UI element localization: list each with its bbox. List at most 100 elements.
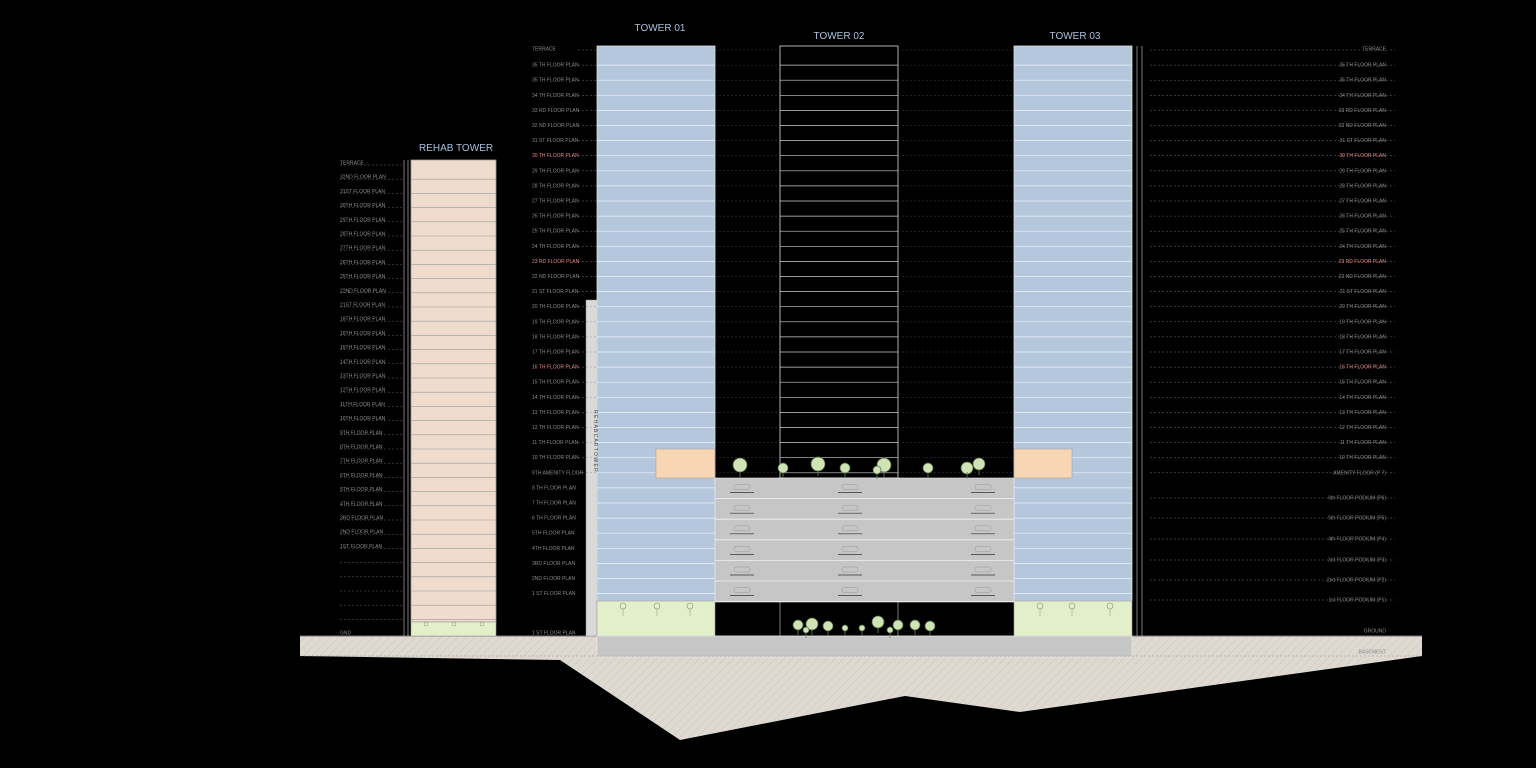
level-label-left: 29 TH FLOOR PLAN	[532, 168, 579, 174]
car-icon	[841, 504, 859, 511]
rehab-level-label: 8TH FLOOR PLAN	[340, 445, 383, 451]
tree-icon	[858, 624, 866, 632]
tower-03-title: TOWER 03	[1050, 31, 1101, 42]
car-icon	[733, 587, 751, 593]
level-label-left: 20 TH FLOOR PLAN	[532, 304, 579, 310]
rehab-level-label: TERRACE	[340, 161, 365, 167]
level-label-right: 21 ST FLOOR PLAN	[1340, 289, 1387, 295]
level-label-right: 15 TH FLOOR PLAN	[1339, 380, 1386, 386]
level-label-left: 1 ST FLOOR PLAN	[532, 591, 576, 597]
rehab-level-label: 21ST FLOOR PLAN	[340, 303, 385, 309]
level-label-left: 17 TH FLOOR PLAN	[532, 350, 579, 356]
rehab-level-label: 4TH FLOOR PLAN	[340, 501, 383, 507]
tower-02	[779, 45, 899, 479]
level-label-left: 12 TH FLOOR PLAN	[532, 425, 579, 431]
rehab-floor-lines	[411, 178, 496, 620]
tree-icon	[892, 619, 904, 631]
tree-icon	[972, 457, 986, 471]
basement	[596, 635, 1133, 658]
level-label-right: TERRACE	[1362, 47, 1387, 53]
rehab-level-label: 13TH FLOOR PLAN	[340, 374, 386, 380]
car-icon	[733, 484, 751, 490]
level-label-left: 4TH FLOOR PLAN	[532, 546, 575, 552]
rehab-level-label: 25TH FLOOR PLAN	[340, 274, 386, 280]
car-icon	[974, 546, 992, 552]
rehab-level-label: 18TH FLOOR PLAN	[340, 317, 386, 323]
level-label-left: 5TH FLOOR PLAN	[532, 531, 575, 537]
level-label-right: 34 TH FLOOR PLAN	[1339, 93, 1386, 99]
rehab-level-label: 6TH FLOOR PLAN	[340, 473, 383, 479]
level-label-left: 26 TH FLOOR PLAN	[532, 214, 579, 220]
rehab-level-label: 26TH FLOOR PLAN	[340, 260, 386, 266]
rehab-level-label: 7TH FLOOR PLAN	[340, 459, 383, 465]
level-label-right: 35 TH FLOOR PLAN	[1339, 78, 1386, 84]
level-label-right: 2nd FLOOR PODIUM (P2)	[1327, 578, 1387, 584]
tower-03-landscape	[1013, 600, 1133, 637]
tree-icon	[732, 457, 748, 473]
tree-icon	[871, 615, 885, 629]
rehab-level-label: 29TH FLOOR PLAN	[340, 217, 386, 223]
level-label-left: 19 TH FLOOR PLAN	[532, 319, 579, 325]
level-label-left: 1 ST FLOOR PLAN	[532, 631, 576, 637]
left-level-labels: TERRACE 35 TH FLOOR PLAN 35 TH FLOOR PLAN 3…	[532, 47, 584, 637]
rehab-level-label: 11TH FLOOR PLAN	[340, 402, 385, 408]
rehab-level-label: 2ND FLOOR PLAN	[340, 530, 383, 536]
level-label-left: 23 RD FLOOR PLAN	[532, 259, 580, 265]
tree-icon	[924, 620, 936, 632]
level-label-left: 25 TH FLOOR PLAN	[532, 229, 579, 235]
level-label-left: 35 TH FLOOR PLAN	[532, 78, 579, 84]
rehab-level-label: 10TH FLOOR PLAN	[340, 416, 386, 422]
rehab-level-label: GND	[340, 631, 352, 637]
level-label-left: 14 TH FLOOR PLAN	[532, 395, 579, 401]
level-label-left: 13 TH FLOOR PLAN	[532, 410, 579, 416]
level-label-left: 24 TH FLOOR PLAN	[532, 244, 579, 250]
tree-icon	[909, 619, 921, 631]
level-label-left: 35 TH FLOOR PLAN	[532, 63, 579, 69]
level-label-right: 14 TH FLOOR PLAN	[1339, 395, 1386, 401]
rehab-level-label: 1ST FLOOR PLAN	[340, 544, 383, 550]
level-label-right: 11 TH FLOOR PLAN	[1340, 440, 1387, 446]
level-label-left: 9TH AMENITY FLOOR	[532, 470, 584, 476]
rehab-level-label: 30TH FLOOR PLAN	[340, 203, 386, 209]
tree-icon	[922, 462, 934, 474]
tower-01	[596, 45, 716, 637]
level-label-left: 15 TH FLOOR PLAN	[532, 380, 579, 386]
level-label-left: 6 TH FLOOR PLAN	[532, 516, 576, 522]
ground-section	[300, 636, 1422, 740]
level-label-left: 28 TH FLOOR PLAN	[532, 183, 579, 189]
landscape-trees	[423, 456, 1114, 638]
rehab-level-label: 16TH FLOOR PLAN	[340, 331, 386, 337]
car-icon	[974, 525, 992, 532]
level-label-right: 12 TH FLOOR PLAN	[1339, 425, 1386, 431]
level-label-right: 13 TH FLOOR PLAN	[1339, 410, 1386, 416]
rehab-level-label: 12TH FLOOR PLAN	[340, 388, 386, 394]
level-label-right: 26 TH FLOOR PLAN	[1339, 214, 1386, 220]
rehab-level-label: 31ST FLOOR PLAN	[340, 189, 385, 195]
level-label-left: 7 TH FLOOR PLAN	[532, 501, 576, 507]
rehab-level-label: 9TH FLOOR PLAN	[340, 430, 383, 436]
rehab-tower-title: REHAB TOWER	[419, 143, 493, 154]
rehab-level-label: 27TH FLOOR PLAN	[340, 246, 386, 252]
tower-01-title: TOWER 01	[635, 23, 686, 34]
tree-icon	[839, 462, 851, 474]
car-icon	[841, 566, 859, 573]
level-label-right: 5th FLOOR PODIUM (P5)	[1328, 516, 1386, 522]
tower-01-landscape	[596, 600, 716, 637]
rehab-level-labels: TERRACE 32ND FLOOR PLAN 31ST FLOOR PLAN 30T…	[340, 161, 386, 637]
level-label-right: 19 TH FLOOR PLAN	[1339, 319, 1386, 325]
shrub-icon	[479, 621, 485, 627]
level-label-right: 16 TH FLOOR PLAN	[1339, 365, 1386, 371]
rehab-tower	[403, 159, 497, 637]
rehab-level-label: 32ND FLOOR PLAN	[340, 175, 386, 181]
level-datum-lines	[300, 49, 1422, 657]
level-label-left: 3RD FLOOR PLAN	[532, 561, 575, 567]
tree-icon	[810, 456, 826, 472]
car-icon	[733, 525, 751, 532]
level-label-right: 35 TH FLOOR PLAN	[1339, 63, 1386, 69]
level-label-right: 10 TH FLOOR PLAN	[1339, 455, 1386, 461]
tree-icon	[792, 619, 804, 631]
level-label-right: GROUND	[1364, 629, 1387, 635]
tree-icon	[872, 465, 882, 475]
tree-icon	[802, 626, 810, 634]
